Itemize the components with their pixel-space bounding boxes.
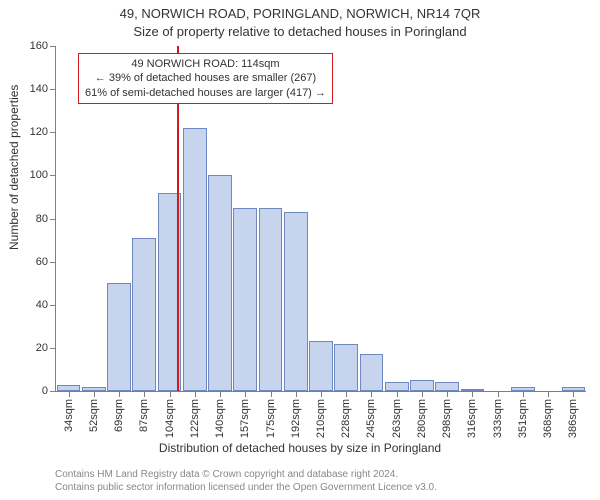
x-tick bbox=[346, 391, 347, 397]
y-tick-label: 120 bbox=[30, 126, 48, 138]
x-tick bbox=[397, 391, 398, 397]
x-tick bbox=[371, 391, 372, 397]
histogram-bar bbox=[259, 208, 283, 391]
x-tick bbox=[548, 391, 549, 397]
x-tick-label: 368sqm bbox=[542, 399, 554, 438]
x-tick-label: 69sqm bbox=[113, 399, 125, 432]
histogram-bar bbox=[334, 344, 358, 391]
y-axis-label: Number of detached properties bbox=[7, 85, 21, 250]
x-tick-label: 34sqm bbox=[63, 399, 75, 432]
y-tick-label: 40 bbox=[36, 299, 48, 311]
property-annotation-box: 49 NORWICH ROAD: 114sqm ← 39% of detache… bbox=[78, 53, 333, 104]
x-tick bbox=[296, 391, 297, 397]
histogram-bar bbox=[410, 380, 434, 391]
y-tick bbox=[50, 89, 56, 90]
histogram-bar bbox=[208, 175, 232, 391]
x-tick bbox=[220, 391, 221, 397]
title-line1: 49, NORWICH ROAD, PORINGLAND, NORWICH, N… bbox=[0, 6, 600, 21]
x-tick-label: 298sqm bbox=[441, 399, 453, 438]
y-tick-label: 160 bbox=[30, 40, 48, 52]
x-tick bbox=[472, 391, 473, 397]
x-tick-label: 157sqm bbox=[239, 399, 251, 438]
y-tick bbox=[50, 262, 56, 263]
x-tick-label: 210sqm bbox=[315, 399, 327, 438]
x-tick-label: 87sqm bbox=[138, 399, 150, 432]
histogram-bar bbox=[233, 208, 257, 391]
x-tick bbox=[523, 391, 524, 397]
x-tick-label: 263sqm bbox=[391, 399, 403, 438]
y-tick bbox=[50, 132, 56, 133]
histogram-bar bbox=[183, 128, 207, 391]
x-tick-label: 52sqm bbox=[88, 399, 100, 432]
y-tick-label: 80 bbox=[36, 213, 48, 225]
x-tick bbox=[321, 391, 322, 397]
x-tick-label: 280sqm bbox=[416, 399, 428, 438]
x-tick-label: 175sqm bbox=[265, 399, 277, 438]
x-tick bbox=[271, 391, 272, 397]
histogram-bar bbox=[385, 382, 409, 391]
histogram-bar bbox=[435, 382, 459, 391]
histogram-bar bbox=[309, 341, 333, 391]
title-line2: Size of property relative to detached ho… bbox=[0, 24, 600, 39]
x-tick bbox=[119, 391, 120, 397]
y-tick-label: 140 bbox=[30, 83, 48, 95]
x-tick-label: 104sqm bbox=[164, 399, 176, 438]
x-axis-label: Distribution of detached houses by size … bbox=[0, 441, 600, 455]
histogram-bar bbox=[284, 212, 308, 391]
histogram-bar bbox=[360, 354, 384, 391]
footer-line1: Contains HM Land Registry data © Crown c… bbox=[55, 468, 437, 481]
histogram-bar bbox=[132, 238, 156, 391]
x-tick bbox=[170, 391, 171, 397]
x-tick bbox=[94, 391, 95, 397]
x-tick-label: 386sqm bbox=[567, 399, 579, 438]
x-tick bbox=[422, 391, 423, 397]
x-tick bbox=[245, 391, 246, 397]
y-tick-label: 60 bbox=[36, 256, 48, 268]
x-tick bbox=[447, 391, 448, 397]
y-tick-label: 0 bbox=[42, 385, 48, 397]
x-tick bbox=[195, 391, 196, 397]
annotation-line1: 49 NORWICH ROAD: 114sqm bbox=[85, 57, 326, 71]
annotation-line2: ← 39% of detached houses are smaller (26… bbox=[85, 71, 326, 85]
x-tick-label: 140sqm bbox=[214, 399, 226, 438]
x-tick-label: 228sqm bbox=[340, 399, 352, 438]
x-tick-label: 245sqm bbox=[365, 399, 377, 438]
x-tick bbox=[69, 391, 70, 397]
y-tick bbox=[50, 391, 56, 392]
x-tick-label: 351sqm bbox=[517, 399, 529, 438]
y-tick bbox=[50, 175, 56, 176]
y-tick bbox=[50, 348, 56, 349]
y-tick bbox=[50, 305, 56, 306]
x-tick-label: 122sqm bbox=[189, 399, 201, 438]
x-tick bbox=[498, 391, 499, 397]
x-tick-label: 333sqm bbox=[492, 399, 504, 438]
y-tick-label: 20 bbox=[36, 342, 48, 354]
footer-attribution: Contains HM Land Registry data © Crown c… bbox=[55, 468, 437, 494]
footer-line2: Contains public sector information licen… bbox=[55, 481, 437, 494]
annotation-line3: 61% of semi-detached houses are larger (… bbox=[85, 86, 326, 100]
x-tick-label: 192sqm bbox=[290, 399, 302, 438]
y-tick bbox=[50, 219, 56, 220]
y-tick-label: 100 bbox=[30, 169, 48, 181]
histogram-bar bbox=[107, 283, 131, 391]
y-tick bbox=[50, 46, 56, 47]
x-tick bbox=[144, 391, 145, 397]
x-tick-label: 316sqm bbox=[466, 399, 478, 438]
x-tick bbox=[573, 391, 574, 397]
